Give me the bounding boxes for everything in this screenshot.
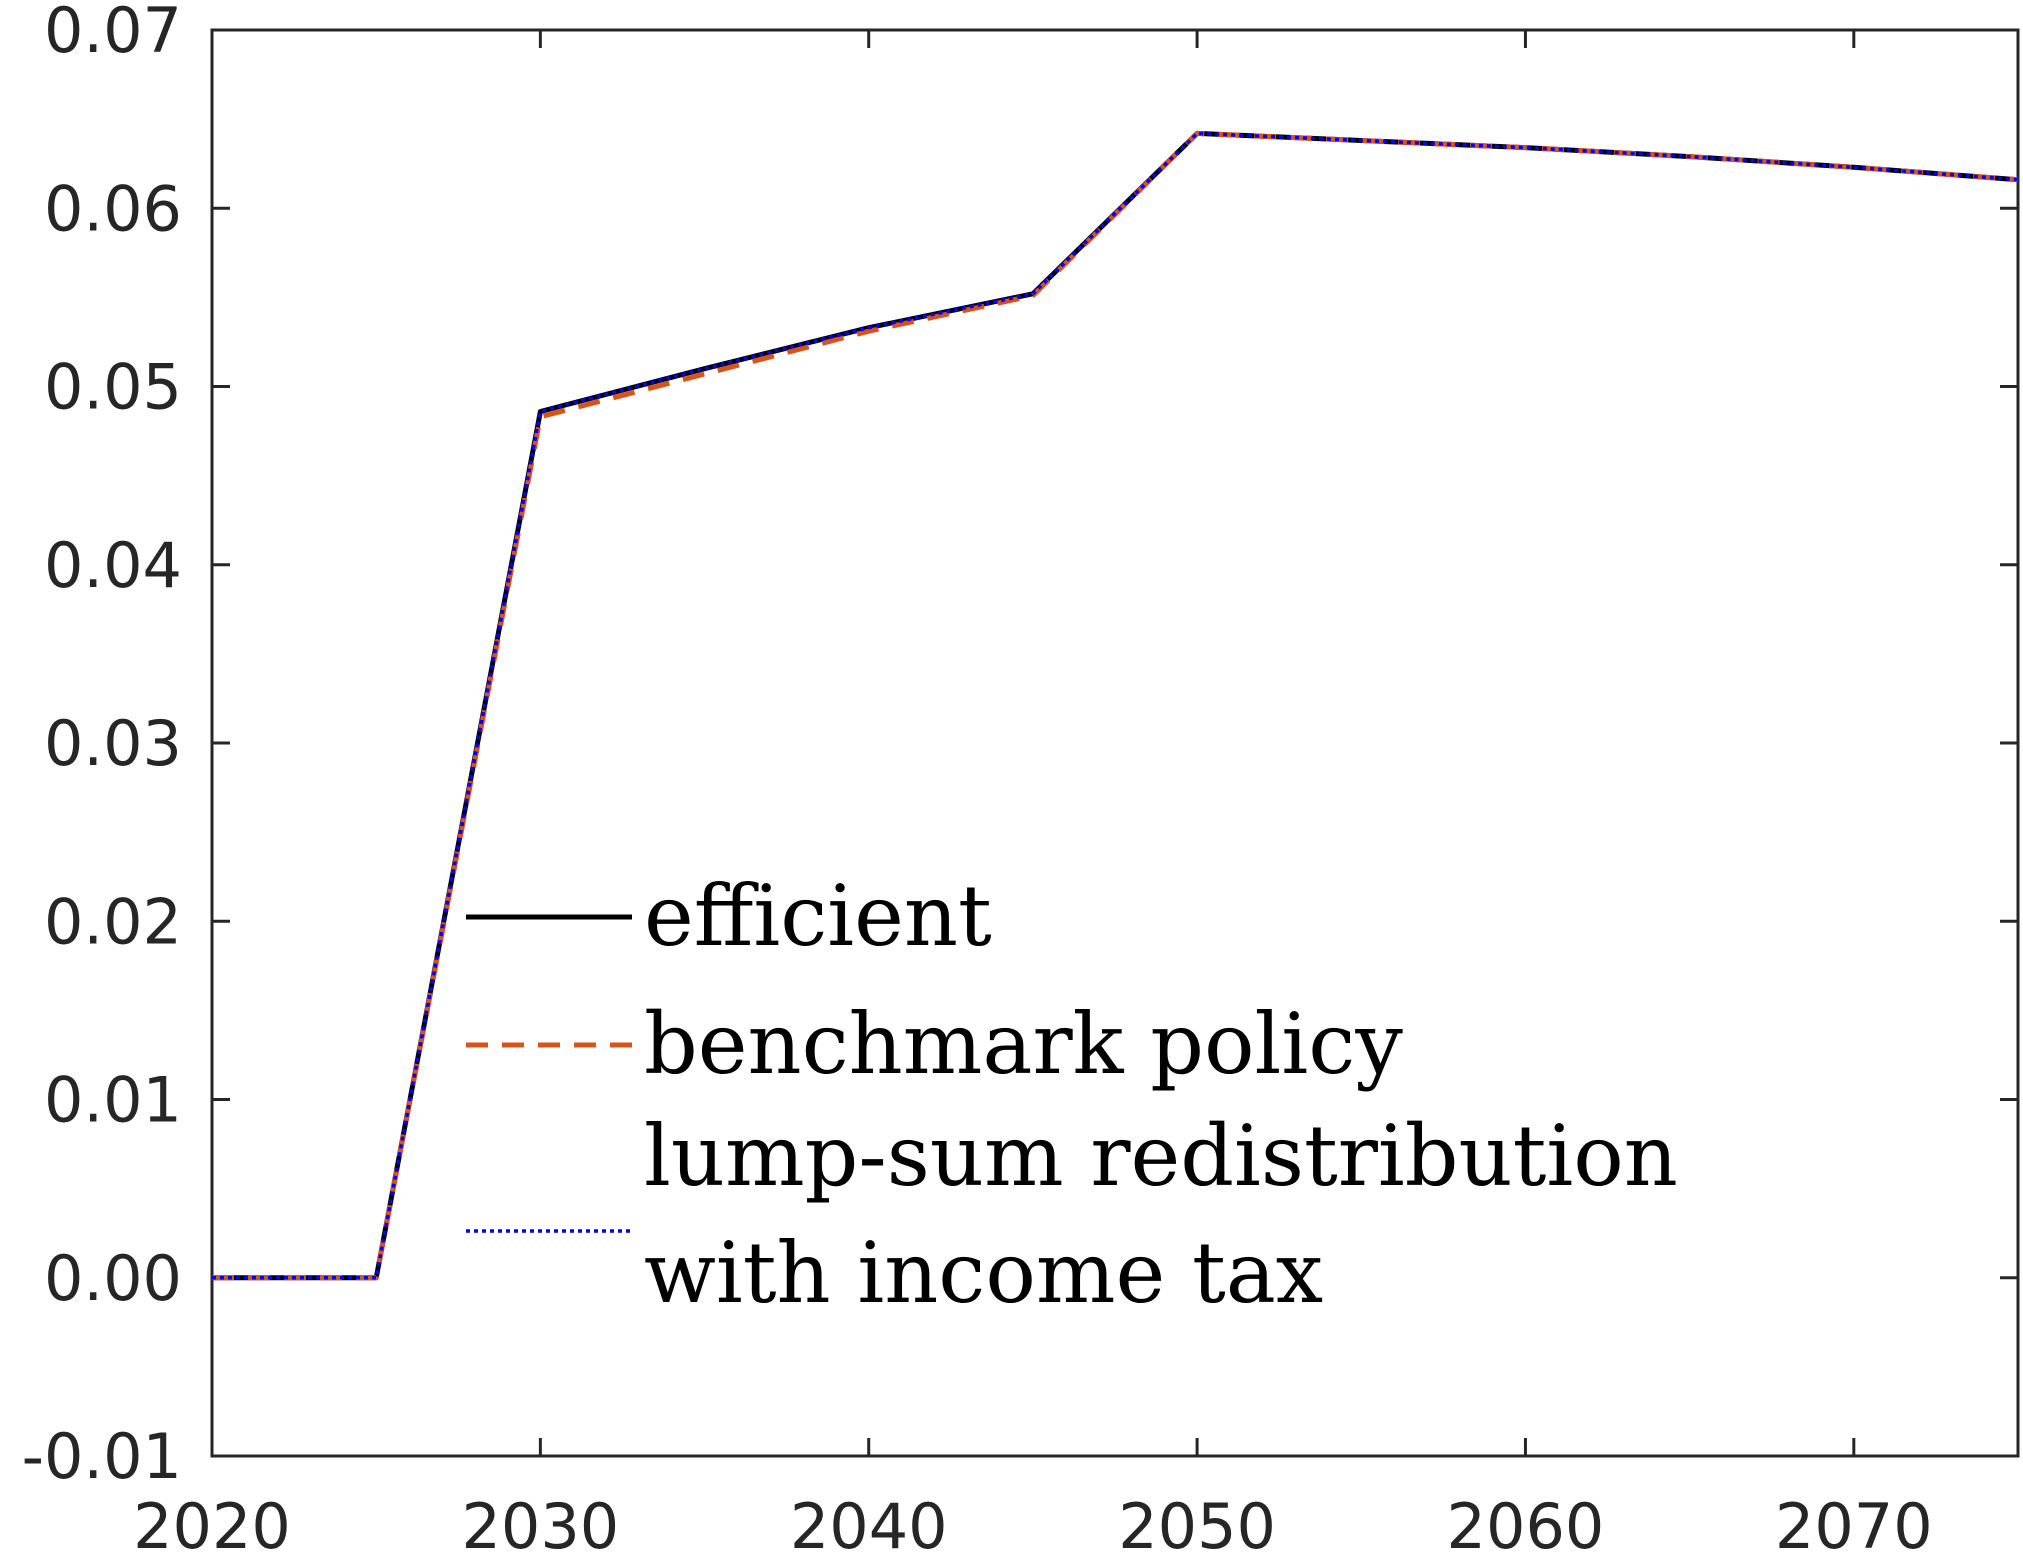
x-tick-label: 2050 (1118, 1490, 1276, 1554)
legend-label: with income tax (644, 1224, 1323, 1322)
y-tick-label: 0.05 (44, 351, 182, 424)
legend-label: benchmark policy (644, 995, 1403, 1093)
y-tick-label: 0.00 (44, 1242, 182, 1315)
y-tick-label: 0.03 (44, 707, 182, 780)
x-tick-label: 2070 (1775, 1490, 1933, 1554)
y-tick-label: 0.01 (44, 1064, 182, 1137)
x-tick-label: 2030 (461, 1490, 619, 1554)
y-tick-label: -0.01 (22, 1420, 182, 1493)
legend: efficient benchmark policy lump-sum redist… (466, 867, 1678, 1322)
series-lines (212, 130, 2019, 1281)
y-tick-label: 0.06 (44, 172, 182, 245)
legend-label: efficient (644, 867, 992, 965)
series-line-3 (212, 131, 2019, 1280)
axis-tick-labels: 2020 2030 2040 2050 2060 2070 -0.01 0.00 0.01 0.0… (22, 0, 1933, 1554)
x-tick-label: 2060 (1447, 1490, 1605, 1554)
y-tick-label: 0.07 (44, 0, 182, 67)
y-tick-label: 0.04 (44, 529, 182, 602)
plot-area (210, 28, 2020, 1458)
x-tick-label: 2040 (790, 1490, 948, 1554)
axis-ticks (210, 28, 2018, 1458)
legend-label: lump-sum redistribution (644, 1107, 1678, 1205)
y-tick-label: 0.02 (44, 885, 182, 958)
x-tick-label: 2020 (133, 1490, 291, 1554)
